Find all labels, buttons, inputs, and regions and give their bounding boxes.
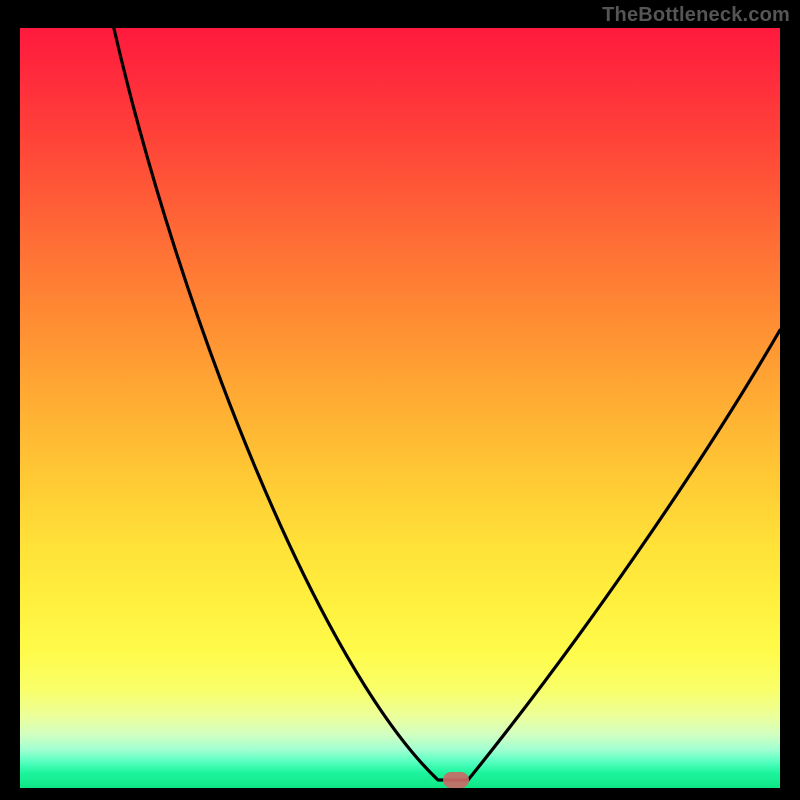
curve-path <box>98 28 780 780</box>
bottleneck-curve <box>20 28 780 788</box>
chart-container: TheBottleneck.com <box>0 0 800 800</box>
watermark-text: TheBottleneck.com <box>602 4 790 27</box>
plot-area <box>20 28 780 788</box>
minimum-marker <box>443 772 469 788</box>
